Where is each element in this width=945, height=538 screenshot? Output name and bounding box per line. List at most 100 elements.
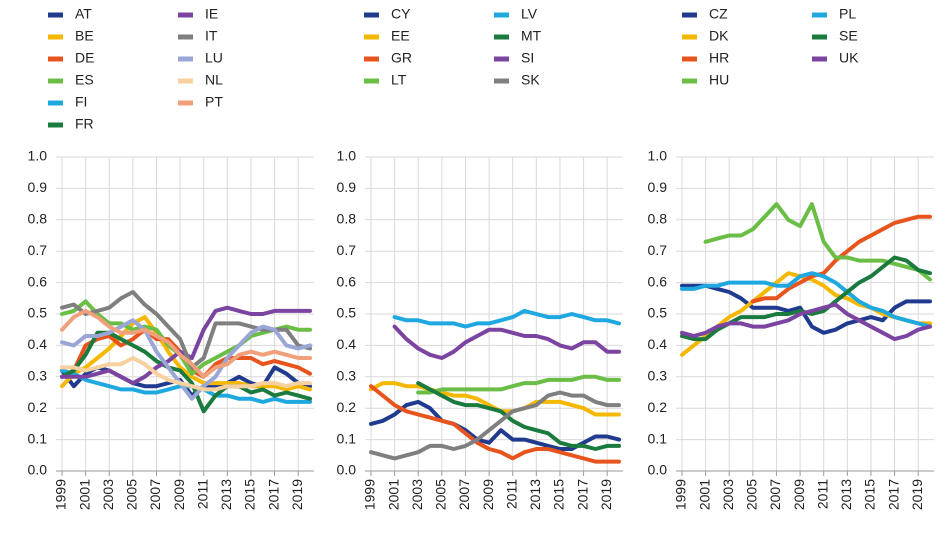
- series-line: [369, 390, 621, 461]
- legend-label: GR: [391, 50, 412, 66]
- legend-label: FR: [75, 116, 94, 132]
- y-tick-label: 0.4: [337, 336, 357, 352]
- y-tick-label: 0.0: [337, 462, 357, 478]
- y-tick-label: 0.2: [648, 399, 668, 415]
- legend-label: CZ: [709, 6, 728, 22]
- y-tick-label: 0.5: [337, 305, 357, 321]
- y-tick-label: 0.8: [648, 211, 668, 227]
- y-tick-label: 0.4: [648, 336, 668, 352]
- x-tick-label: 2005: [433, 479, 449, 510]
- legend-label: SE: [839, 28, 858, 44]
- series-line: [60, 308, 312, 379]
- legend-label: ES: [75, 72, 94, 88]
- y-tick-label: 0.1: [337, 430, 357, 446]
- series-line: [680, 302, 932, 342]
- x-tick-label: 2005: [124, 479, 140, 510]
- legend-label: PL: [839, 6, 856, 22]
- y-tick-label: 0.7: [648, 242, 668, 258]
- x-tick-label: 1999: [673, 479, 689, 510]
- x-tick-label: 2015: [242, 479, 258, 510]
- legend-label: SI: [521, 50, 534, 66]
- y-tick-label: 0.4: [28, 336, 48, 352]
- x-tick-label: 2013: [527, 479, 543, 510]
- legend-label: LV: [521, 6, 538, 22]
- x-tick-label: 1999: [362, 479, 378, 510]
- y-tick-label: 1.0: [28, 148, 48, 164]
- y-tick-label: 0.5: [648, 305, 668, 321]
- legend-label: HU: [709, 72, 729, 88]
- series-line: [60, 356, 312, 392]
- legend-label: BE: [75, 28, 94, 44]
- legend-label: HR: [709, 50, 729, 66]
- series-line: [369, 384, 621, 464]
- y-tick-label: 0.2: [337, 399, 357, 415]
- legend-label: MT: [521, 28, 542, 44]
- legend-label: CY: [391, 6, 411, 22]
- x-tick-label: 2009: [171, 479, 187, 510]
- y-tick-label: 0.7: [337, 242, 357, 258]
- y-tick-label: 0.9: [648, 179, 668, 195]
- legend-label: AT: [75, 6, 92, 22]
- y-tick-label: 0.8: [337, 211, 357, 227]
- y-tick-label: 0.1: [28, 430, 48, 446]
- legend-label: SK: [521, 72, 540, 88]
- series-line: [392, 324, 621, 360]
- x-tick-label: 2003: [100, 479, 116, 510]
- x-tick-label: 2001: [696, 479, 712, 510]
- y-tick-label: 0.3: [648, 368, 668, 384]
- y-tick-label: 0.6: [648, 273, 668, 289]
- y-tick-label: 0.9: [28, 179, 48, 195]
- x-tick-label: 2019: [598, 479, 614, 510]
- x-tick-label: 2017: [885, 479, 901, 510]
- x-tick-label: 2001: [76, 479, 92, 510]
- y-tick-label: 0.0: [28, 462, 48, 478]
- series-line: [60, 315, 312, 392]
- legend-label: NL: [205, 72, 223, 88]
- x-tick-label: 2003: [409, 479, 425, 510]
- legend-label: LT: [391, 72, 407, 88]
- x-tick-label: 2015: [551, 479, 567, 510]
- x-tick-label: 2011: [194, 479, 210, 509]
- y-tick-label: 1.0: [337, 148, 357, 164]
- legend-label: DK: [709, 28, 729, 44]
- y-tick-label: 0.3: [337, 368, 357, 384]
- y-tick-label: 0.5: [28, 305, 48, 321]
- y-tick-label: 0.8: [28, 211, 48, 227]
- x-tick-label: 2009: [791, 479, 807, 510]
- y-tick-label: 0.2: [28, 399, 48, 415]
- legend-label: IT: [205, 28, 218, 44]
- series-line: [416, 374, 621, 395]
- legend-label: DE: [75, 50, 94, 66]
- legend-label: EE: [391, 28, 410, 44]
- y-tick-label: 1.0: [648, 148, 668, 164]
- y-tick-label: 0.7: [28, 242, 48, 258]
- x-tick-label: 2011: [814, 479, 830, 509]
- x-tick-label: 1999: [53, 479, 69, 510]
- legend-label: UK: [839, 50, 859, 66]
- x-tick-label: 2019: [289, 479, 305, 510]
- x-tick-label: 2001: [385, 479, 401, 510]
- x-tick-label: 2011: [503, 479, 519, 509]
- y-tick-label: 0.3: [28, 368, 48, 384]
- series-line: [680, 271, 932, 329]
- x-tick-label: 2017: [574, 479, 590, 510]
- legend-label: IE: [205, 6, 218, 22]
- x-tick-label: 2015: [862, 479, 878, 510]
- legend-label: FI: [75, 94, 87, 110]
- x-tick-label: 2017: [265, 479, 281, 510]
- x-tick-label: 2007: [767, 479, 783, 510]
- x-tick-label: 2007: [456, 479, 472, 510]
- legend-label: LU: [205, 50, 223, 66]
- series-line: [416, 381, 621, 451]
- x-tick-label: 2013: [218, 479, 234, 510]
- series-line: [392, 308, 621, 329]
- y-tick-label: 0.9: [337, 179, 357, 195]
- x-tick-label: 2003: [720, 479, 736, 510]
- series-line: [703, 202, 932, 282]
- y-tick-label: 0.6: [337, 273, 357, 289]
- y-tick-label: 0.6: [28, 273, 48, 289]
- series-line: [60, 318, 312, 401]
- x-tick-label: 2019: [909, 479, 925, 510]
